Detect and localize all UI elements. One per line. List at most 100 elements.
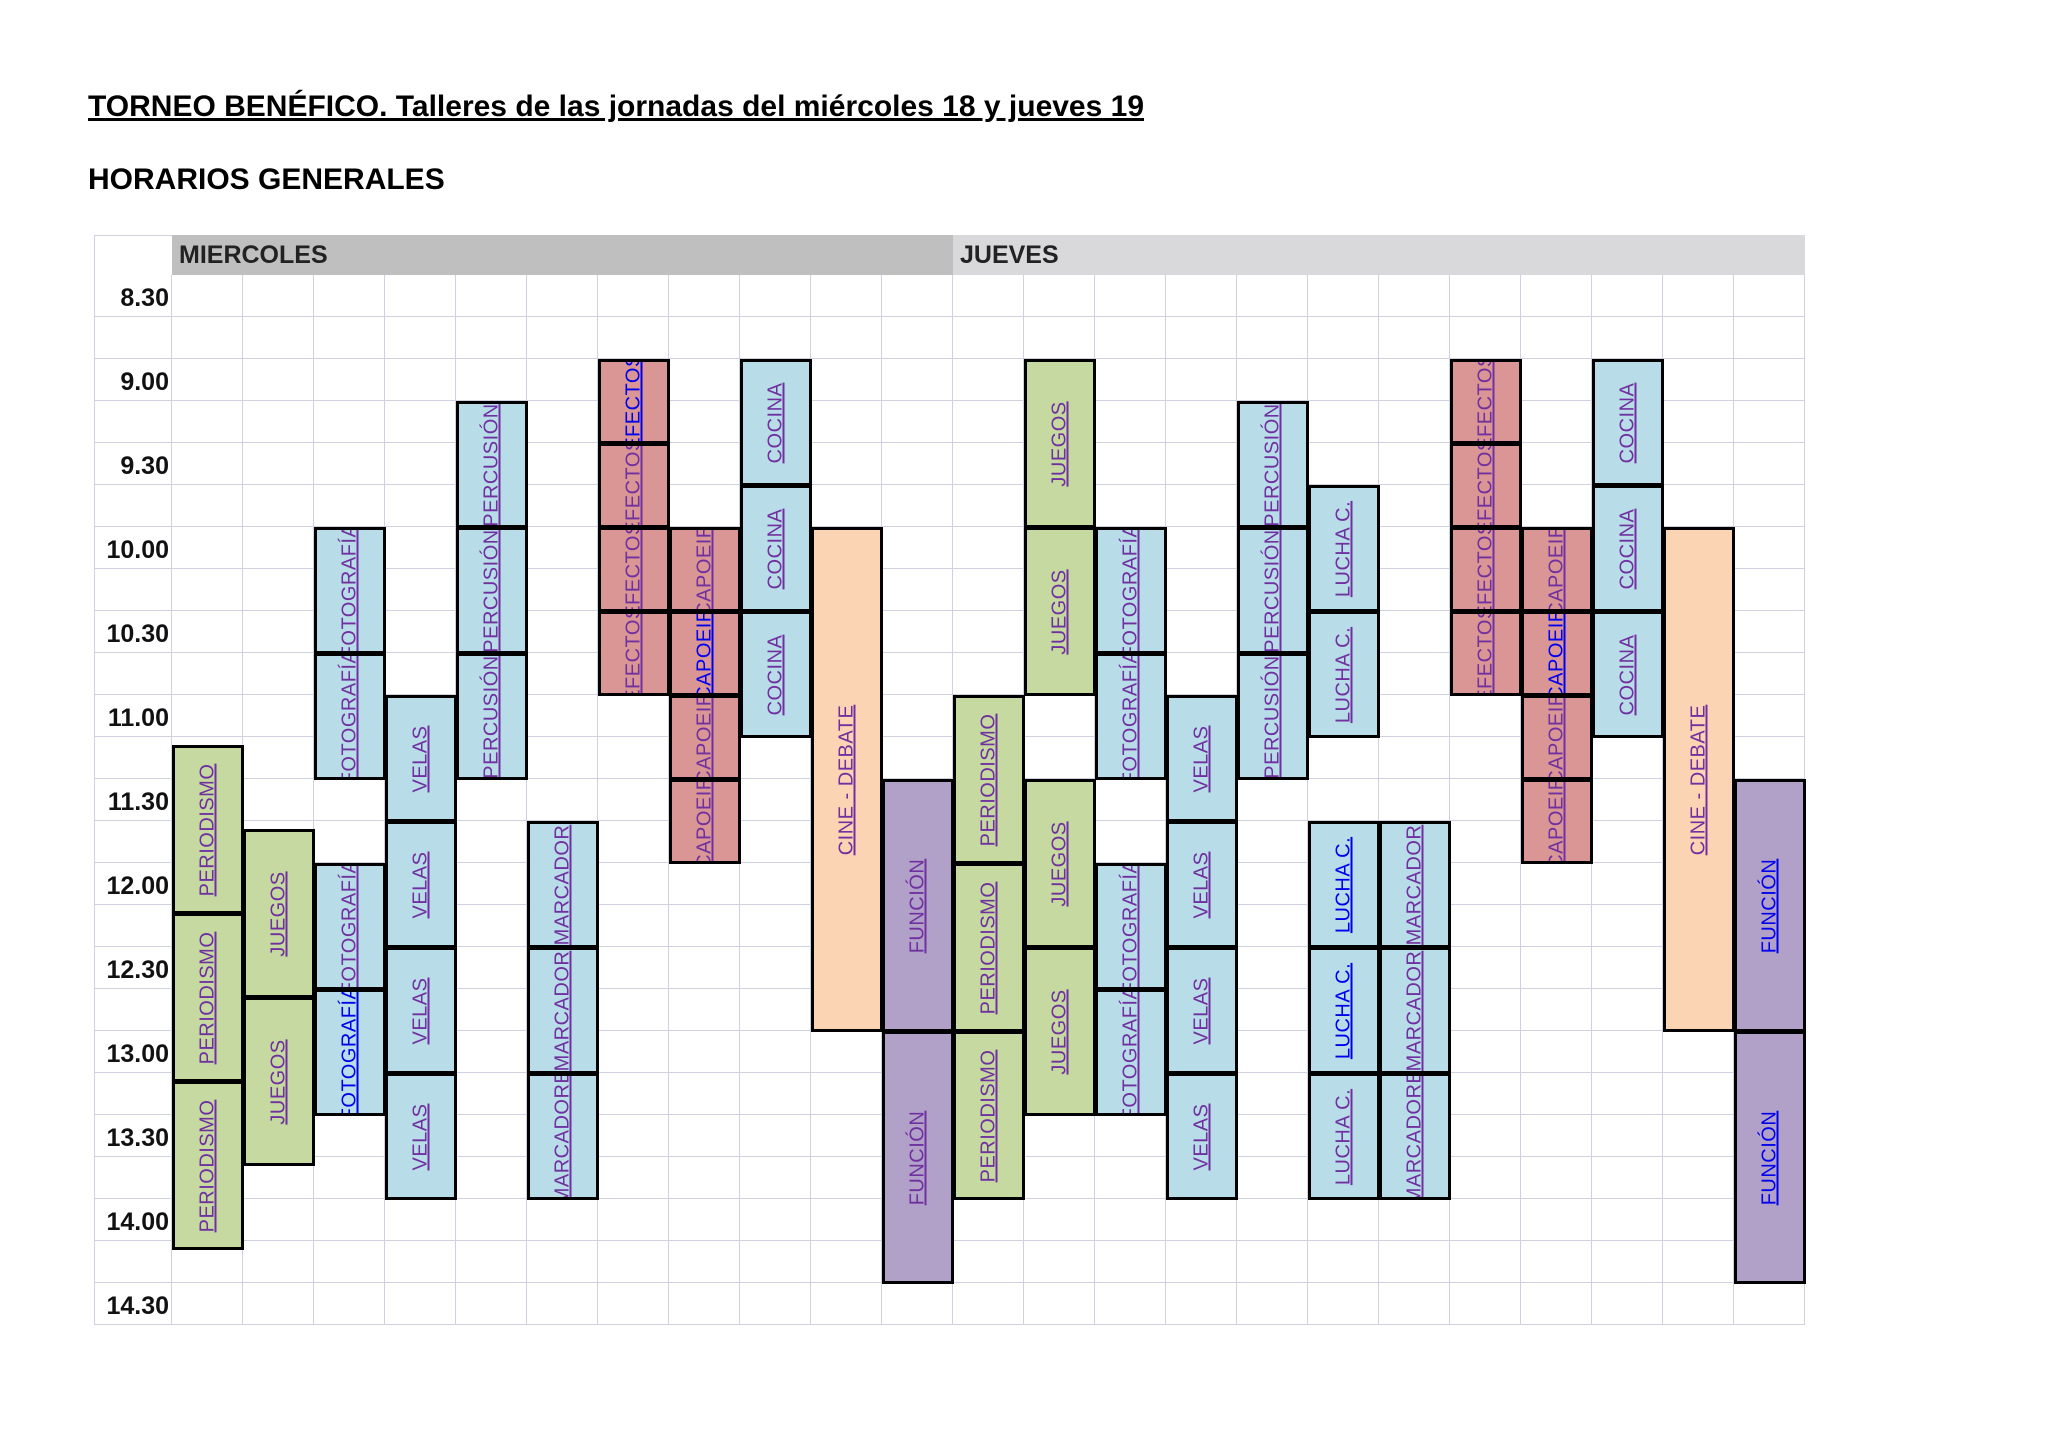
workshop-block-capoeir[interactable]: CAPOEIR (1521, 695, 1593, 780)
workshop-link[interactable]: EFECTOS (622, 527, 645, 612)
workshop-link[interactable]: CAPOEIR (1545, 695, 1568, 780)
workshop-link[interactable]: JUEGOS (267, 1039, 290, 1125)
workshop-block-marcador[interactable]: MARCADOR (1379, 821, 1451, 948)
workshop-block-efectos[interactable]: EFECTOS (1450, 527, 1522, 612)
workshop-link[interactable]: EFECTOS (1474, 611, 1497, 696)
workshop-link[interactable]: FUNCIÓN (1758, 858, 1781, 953)
workshop-block-cocina[interactable]: COCINA (740, 485, 812, 612)
workshop-block-funcion[interactable]: FUNCIÓN (1734, 779, 1806, 1032)
workshop-link[interactable]: PERIODISMO (977, 881, 1000, 1014)
workshop-link[interactable]: VELAS (1190, 977, 1213, 1044)
workshop-link[interactable]: COCINA (1616, 508, 1639, 589)
workshop-link[interactable]: MARCADOR (1403, 824, 1426, 945)
workshop-link[interactable]: COCINA (764, 382, 787, 463)
workshop-block-lucha-c[interactable]: LUCHA C. (1308, 1073, 1380, 1200)
workshop-link[interactable]: VELAS (409, 725, 432, 792)
workshop-link[interactable]: JUEGOS (1048, 400, 1071, 487)
workshop-block-marcadore[interactable]: MARCADORE (527, 1073, 599, 1200)
workshop-link[interactable]: FUNCIÓN (906, 858, 929, 953)
workshop-link[interactable]: LUCHA C. (1332, 962, 1355, 1059)
workshop-block-cocina[interactable]: COCINA (1592, 485, 1664, 612)
workshop-block-capoeir[interactable]: CAPOEIR (669, 527, 741, 612)
workshop-link[interactable]: VELAS (409, 851, 432, 918)
workshop-block-periodismo[interactable]: PERIODISMO (953, 1031, 1025, 1200)
workshop-block-juegos[interactable]: JUEGOS (1024, 947, 1096, 1116)
workshop-link[interactable]: LUCHA C. (1332, 1088, 1355, 1185)
workshop-block-fotografia[interactable]: FOTOGRAFÍA (1095, 989, 1167, 1116)
workshop-link[interactable]: PERIODISMO (977, 1049, 1000, 1182)
workshop-block-juegos[interactable]: JUEGOS (243, 997, 315, 1167)
workshop-link[interactable]: COCINA (1616, 382, 1639, 463)
workshop-block-periodismo[interactable]: PERIODISMO (953, 863, 1025, 1032)
workshop-block-fotografia[interactable]: FOTOGRAFÍA (314, 863, 386, 990)
workshop-link[interactable]: JUEGOS (267, 871, 290, 957)
workshop-block-fotografia[interactable]: FOTOGRAFÍA (1095, 527, 1167, 654)
workshop-link[interactable]: CINE - DEBATE (835, 704, 858, 855)
workshop-block-velas[interactable]: VELAS (385, 947, 457, 1074)
workshop-link[interactable]: FUNCIÓN (1758, 1110, 1781, 1205)
workshop-block-efectos[interactable]: EFECTOS (598, 443, 670, 528)
workshop-block-velas[interactable]: VELAS (1166, 695, 1238, 822)
workshop-block-percusion[interactable]: PERCUSIÓN (1237, 401, 1309, 528)
workshop-block-periodismo[interactable]: PERIODISMO (953, 695, 1025, 864)
workshop-block-percusion[interactable]: PERCUSIÓN (456, 401, 528, 528)
workshop-block-funcion[interactable]: FUNCIÓN (882, 1031, 954, 1284)
workshop-block-fotografia[interactable]: FOTOGRAFÍA (1095, 863, 1167, 990)
workshop-link[interactable]: EFECTOS (1474, 443, 1497, 528)
workshop-block-velas[interactable]: VELAS (1166, 1073, 1238, 1200)
workshop-block-lucha-c[interactable]: LUCHA C. (1308, 485, 1380, 612)
workshop-link[interactable]: MARCADORE (551, 1073, 574, 1200)
workshop-link[interactable]: COCINA (1616, 634, 1639, 715)
workshop-block-cocina[interactable]: COCINA (1592, 359, 1664, 486)
workshop-link[interactable]: CAPOEIR (1545, 611, 1568, 696)
workshop-block-marcadore[interactable]: MARCADORE (1379, 1073, 1451, 1200)
workshop-link[interactable]: EFECTOS (622, 611, 645, 696)
workshop-block-capoeir[interactable]: CAPOEIR (1521, 611, 1593, 696)
workshop-block-velas[interactable]: VELAS (385, 821, 457, 948)
workshop-link[interactable]: CAPOEIR (693, 611, 716, 696)
workshop-block-marcador[interactable]: MARCADOR (1379, 947, 1451, 1074)
workshop-link[interactable]: EFECTOS (622, 359, 645, 444)
workshop-block-funcion[interactable]: FUNCIÓN (882, 779, 954, 1032)
workshop-link[interactable]: VELAS (1190, 851, 1213, 918)
workshop-link[interactable]: FOTOGRAFÍA (1119, 527, 1142, 654)
workshop-block-marcador[interactable]: MARCADOR (527, 947, 599, 1074)
workshop-link[interactable]: PERIODISMO (977, 713, 1000, 846)
workshop-block-cocina[interactable]: COCINA (740, 611, 812, 738)
workshop-block-juegos[interactable]: JUEGOS (1024, 527, 1096, 696)
workshop-block-lucha-c[interactable]: LUCHA C. (1308, 821, 1380, 948)
workshop-link[interactable]: PERIODISMO (196, 763, 219, 897)
workshop-link[interactable]: CAPOEIR (693, 695, 716, 780)
workshop-block-juegos[interactable]: JUEGOS (1024, 359, 1096, 528)
workshop-link[interactable]: FOTOGRAFÍA (338, 989, 361, 1116)
workshop-link[interactable]: FOTOGRAFÍA (338, 653, 361, 780)
workshop-link[interactable]: FOTOGRAFÍA (1119, 863, 1142, 990)
workshop-block-lucha-c[interactable]: LUCHA C. (1308, 947, 1380, 1074)
workshop-block-fotografia[interactable]: FOTOGRAFÍA (314, 527, 386, 654)
workshop-block-cine-debate[interactable]: CINE - DEBATE (811, 527, 883, 1032)
workshop-block-cine-debate[interactable]: CINE - DEBATE (1663, 527, 1735, 1032)
workshop-link[interactable]: PERCUSIÓN (480, 528, 503, 653)
workshop-link[interactable]: FOTOGRAFÍA (1119, 989, 1142, 1116)
workshop-block-capoeir[interactable]: CAPOEIR (669, 695, 741, 780)
workshop-block-fotografia[interactable]: FOTOGRAFÍA (314, 653, 386, 780)
workshop-link[interactable]: PERCUSIÓN (480, 654, 503, 779)
workshop-link[interactable]: CAPOEIR (1545, 527, 1568, 612)
workshop-block-cocina[interactable]: COCINA (740, 359, 812, 486)
workshop-link[interactable]: EFECTOS (1474, 359, 1497, 444)
workshop-block-fotografia[interactable]: FOTOGRAFÍA (314, 989, 386, 1116)
workshop-link[interactable]: PERCUSIÓN (1261, 402, 1284, 527)
workshop-link[interactable]: LUCHA C. (1332, 500, 1355, 597)
workshop-block-juegos[interactable]: JUEGOS (1024, 779, 1096, 948)
workshop-link[interactable]: CINE - DEBATE (1687, 704, 1710, 855)
workshop-block-periodismo[interactable]: PERIODISMO (172, 1081, 244, 1251)
workshop-block-velas[interactable]: VELAS (385, 1073, 457, 1200)
workshop-link[interactable]: MARCADOR (1403, 950, 1426, 1071)
workshop-link[interactable]: PERCUSIÓN (1261, 654, 1284, 779)
workshop-link[interactable]: VELAS (1190, 1103, 1213, 1170)
workshop-link[interactable]: VELAS (1190, 725, 1213, 792)
workshop-link[interactable]: PERIODISMO (196, 1099, 219, 1233)
workshop-block-capoeir[interactable]: CAPOEIR (1521, 527, 1593, 612)
workshop-link[interactable]: FUNCIÓN (906, 1110, 929, 1205)
workshop-link[interactable]: PERCUSIÓN (480, 402, 503, 527)
